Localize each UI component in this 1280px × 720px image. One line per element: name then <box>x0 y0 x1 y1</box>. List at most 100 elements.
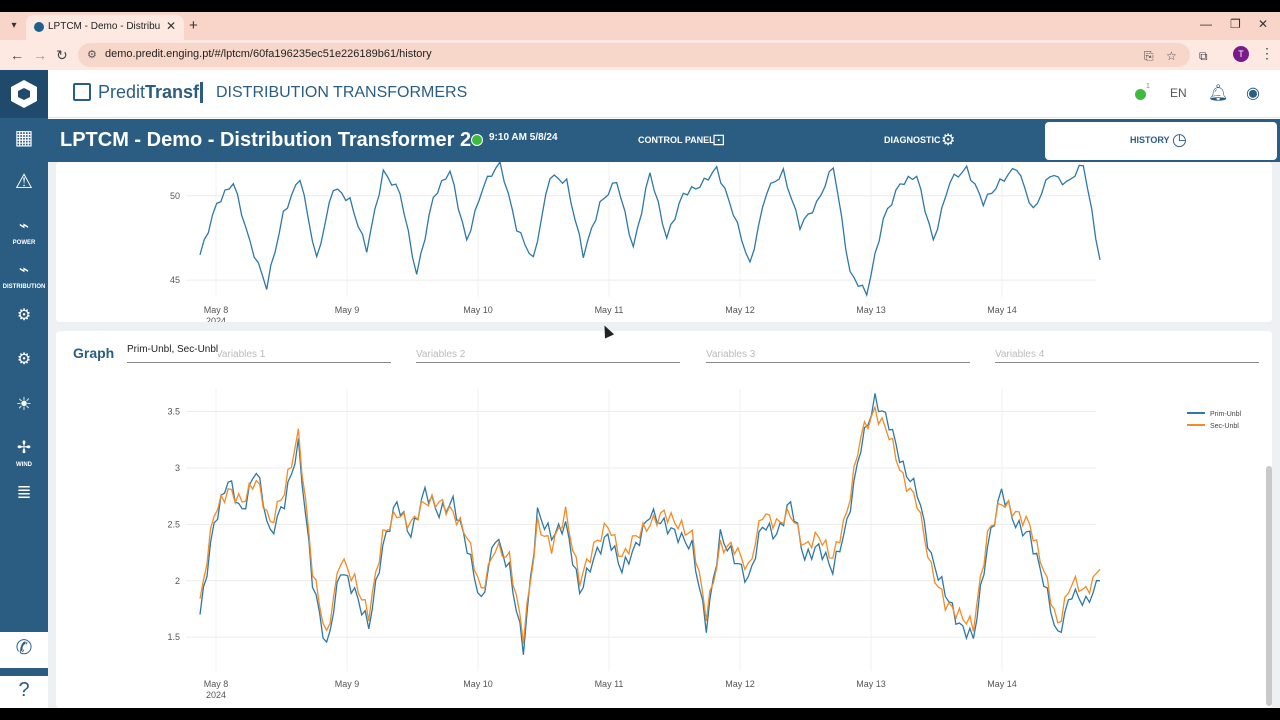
sidebar-item-label: POWER <box>12 240 36 246</box>
history-clock-icon: ◷ <box>1172 130 1187 149</box>
page-scrollbar[interactable] <box>1266 466 1272 706</box>
x-tick-label: May 8 <box>204 679 229 689</box>
wind-icon: ✢ <box>16 438 32 457</box>
series-line-sec-unbl <box>199 404 1101 645</box>
profile-avatar[interactable]: T <box>1233 46 1249 62</box>
x-tick-label: May 12 <box>725 679 755 689</box>
y-tick-label: 1.5 <box>167 632 180 642</box>
extensions-icon[interactable]: ⧉ <box>1199 49 1208 63</box>
variables-3-placeholder: Variables 3 <box>706 349 756 360</box>
variables-4-field[interactable]: Variables 4 <box>995 347 1259 363</box>
sidebar-item-solar[interactable]: ☀ <box>0 386 48 430</box>
alert-icon: ⚠ <box>15 171 33 193</box>
x-tick-label: May 10 <box>463 305 493 315</box>
section-title: DISTRIBUTION TRANSFORMERS <box>216 84 468 101</box>
sidebar-item-power[interactable]: ⌁ POWER <box>0 208 48 252</box>
x-year-label: 2024 <box>206 690 226 700</box>
asset-title-bar: LPTCM - Demo - Distribution Transformer … <box>48 119 1280 162</box>
variables-1-field[interactable]: Variables 1 <box>127 347 391 363</box>
history-label: HISTORY <box>1130 135 1170 145</box>
dashboard-icon: ▦ <box>14 127 34 149</box>
maximize-icon[interactable]: ❐ <box>1230 17 1241 31</box>
install-app-icon[interactable]: ⎘ <box>1144 49 1154 63</box>
asset-status-indicator <box>471 134 483 146</box>
control-panel-icon[interactable]: ⊡ <box>712 132 726 149</box>
close-window-icon[interactable]: ✕ <box>1258 17 1269 31</box>
y-tick-label: 2.5 <box>167 519 180 529</box>
x-tick-label: May 14 <box>987 679 1017 689</box>
brand-icon <box>73 83 91 101</box>
forward-icon[interactable]: → <box>33 47 47 63</box>
notifications-bell-icon[interactable]: 🔔︎ <box>1208 85 1229 102</box>
graph-title: Graph <box>73 345 115 361</box>
diagnostic-link[interactable]: DIAGNOSTIC <box>884 135 941 145</box>
y-tick-label: 45 <box>170 275 180 285</box>
sidebar-item-help[interactable]: ? <box>0 676 48 708</box>
browser-tab[interactable]: LPTCM - Demo - Distribution Tr ✕ <box>26 15 184 40</box>
y-tick-label: 3.5 <box>167 407 180 417</box>
reload-icon[interactable]: ↻ <box>56 47 68 63</box>
asset-title: LPTCM - Demo - Distribution Transformer … <box>60 129 472 151</box>
control-panel-link[interactable]: CONTROL PANEL <box>638 135 715 145</box>
history-tab[interactable]: HISTORY ◷ <box>1045 122 1277 160</box>
sidebar-item-mcm[interactable]: ⚙ <box>0 298 48 342</box>
help-icon: ? <box>18 679 30 701</box>
back-icon[interactable]: ← <box>10 47 24 63</box>
variables-1-selected: Prim-Unbl, Sec-Unbl <box>127 344 219 355</box>
top-line-chart[interactable]: 50 45 May 8 May 9 May 10 May 11 May 12 May 13 Ma… <box>56 162 1272 322</box>
app-sidebar: ▦ ⚠ ⌁ POWER ⌁ DISTRIBUTION ⚙ ⚙ ☀ ✢ WIND … <box>0 70 48 708</box>
diagnostic-icon[interactable]: ⚙ <box>941 132 956 149</box>
power-transformer-icon: ⌁ <box>18 216 30 235</box>
sidebar-item-distribution[interactable]: ⌁ DISTRIBUTION <box>0 252 48 296</box>
sidebar-item-label: WIND <box>16 462 32 468</box>
new-tab-icon[interactable]: + <box>189 17 198 34</box>
x-tick-label: May 13 <box>856 305 886 315</box>
tab-search-icon[interactable]: ▾ <box>11 20 17 31</box>
connection-status-indicator[interactable] <box>1135 89 1146 100</box>
sidebar-item-wind[interactable]: ✢ WIND <box>0 430 48 474</box>
sidebar-item-scm[interactable]: ⚙ <box>0 342 48 386</box>
graph-card: Graph Variables 1 Prim-Unbl, Sec-Unbl Va… <box>56 331 1272 708</box>
status-count: 1 <box>1146 83 1150 90</box>
language-selector[interactable]: EN <box>1170 86 1187 100</box>
bookmark-star-icon[interactable]: ☆ <box>1166 49 1177 63</box>
app-logo[interactable] <box>0 70 48 118</box>
sidebar-item-database[interactable]: ≣ <box>0 474 48 518</box>
address-bar: ← → ↻ ⚙ demo.predit.enging.pt/#/lptcm/60… <box>0 40 1280 70</box>
unbalance-line-chart[interactable]: 3.5 3 2.5 2 1.5 May 8 May 9 May 10 May 11 May 12 M… <box>56 331 1272 708</box>
top-chart-card: 50 45 May 8 May 9 May 10 May 11 May 12 May 13 Ma… <box>56 162 1272 322</box>
url-field[interactable]: ⚙ demo.predit.enging.pt/#/lptcm/60fa1962… <box>78 43 1190 67</box>
sidebar-item-alerts[interactable]: ⚠ <box>0 164 48 208</box>
browser-window: ▾ LPTCM - Demo - Distribution Tr ✕ + — ❐… <box>0 12 1280 708</box>
variables-4-placeholder: Variables 4 <box>995 349 1045 360</box>
close-tab-icon[interactable]: ✕ <box>166 19 177 33</box>
x-tick-label: May 11 <box>595 305 624 315</box>
x-tick-label: May 14 <box>987 305 1017 315</box>
x-tick-label: May 11 <box>595 679 624 689</box>
app-header: PreditTransf DISTRIBUTION TRANSFORMERS 1… <box>48 70 1280 118</box>
y-tick-label: 2 <box>175 576 180 586</box>
series-line-series <box>199 162 1101 298</box>
user-account-icon[interactable]: ◉ <box>1246 85 1260 102</box>
sidebar-item-dashboard[interactable]: ▦ <box>0 120 48 164</box>
scm-icon: ⚙ <box>16 351 32 368</box>
mcm-icon: ⚙ <box>16 307 32 324</box>
database-icon: ≣ <box>16 482 32 502</box>
brand-name[interactable]: PreditTransf <box>98 82 200 102</box>
sidebar-item-contact[interactable]: ✆ <box>0 632 48 668</box>
content-area: 50 45 May 8 May 9 May 10 May 11 May 12 May 13 Ma… <box>48 162 1280 708</box>
minimize-icon[interactable]: — <box>1200 17 1212 31</box>
url-text: demo.predit.enging.pt/#/lptcm/60fa196235… <box>105 48 432 60</box>
variables-1-placeholder: Variables 1 <box>216 349 266 360</box>
solar-icon: ☀ <box>15 394 33 414</box>
brand-divider <box>200 82 203 103</box>
variables-2-field[interactable]: Variables 2 <box>416 347 680 363</box>
last-update-time: 9:10 AM 5/8/24 <box>489 132 558 143</box>
variables-3-field[interactable]: Variables 3 <box>706 347 970 363</box>
y-tick-label: 50 <box>170 191 180 201</box>
site-info-icon[interactable]: ⚙ <box>87 49 97 61</box>
favicon-icon <box>34 22 44 32</box>
x-tick-label: May 9 <box>335 305 360 315</box>
browser-menu-icon[interactable]: ⋮ <box>1260 45 1274 61</box>
x-year-label: 2024 <box>206 316 226 322</box>
